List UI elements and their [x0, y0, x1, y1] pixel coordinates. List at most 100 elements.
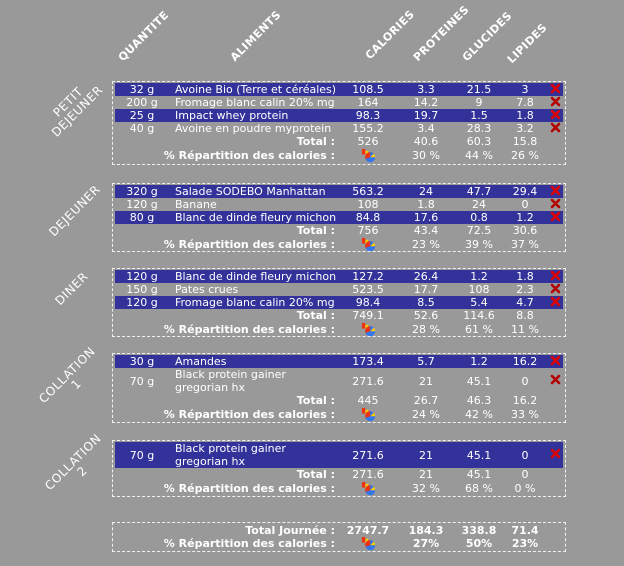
repartition-row: % Répartition des calories : 32 % 68 % 0…: [115, 481, 563, 495]
pie-chart-icon[interactable]: [361, 481, 376, 496]
fats-cell: 16.2: [512, 355, 538, 368]
delete-x-icon[interactable]: [550, 296, 561, 307]
quantity-cell: 70 g: [129, 448, 155, 462]
day-repartition-fats: 23%: [511, 537, 539, 550]
repartition-proteins: 32 %: [412, 481, 440, 495]
fats-cell: 1.8: [516, 109, 534, 122]
food-name-cell: Fromage blanc calin 20% mg: [175, 96, 335, 109]
total-row: Total : 749.1 52.6 114.6 8.8: [115, 309, 563, 322]
food-name-cell: Black protein gainer gregorian hx: [175, 442, 286, 468]
repartition-carbs: 68 %: [465, 481, 493, 495]
day-total-fats: 71.4: [511, 524, 539, 537]
carbs-cell: 45.1: [466, 448, 492, 462]
delete-x-icon[interactable]: [550, 211, 561, 222]
repartition-carbs: 42 %: [465, 407, 493, 421]
delete-x-icon[interactable]: [550, 83, 561, 94]
food-row: 200 g Fromage blanc calin 20% mg 164 14.…: [115, 96, 563, 109]
fats-cell: 7.8: [516, 96, 534, 109]
total-carbs: 72.5: [466, 224, 492, 237]
proteins-cell: 3.3: [417, 83, 435, 96]
quantity-cell: 80 g: [129, 211, 155, 224]
repartition-proteins: 28 %: [412, 322, 440, 336]
proteins-cell: 19.7: [413, 109, 439, 122]
total-carbs: 114.6: [463, 309, 495, 322]
food-name-cell: Blanc de dinde fleury michon: [175, 211, 337, 224]
food-row: 80 g Blanc de dinde fleury michon 84.8 1…: [115, 211, 563, 224]
proteins-cell: 3.4: [417, 122, 435, 135]
total-calories: 271.6: [352, 468, 384, 481]
food-name-cell: Fromage blanc calin 20% mg: [175, 296, 335, 309]
day-total-proteins: 184.3: [408, 524, 444, 537]
repartition-row: % Répartition des calories : 28 % 61 % 1…: [115, 322, 563, 336]
meal-label-diner: DINER: [52, 269, 91, 308]
total-fats: 8.8: [516, 309, 534, 322]
day-repartition-label: % Répartition des calories :: [163, 537, 335, 550]
pie-chart-icon[interactable]: [361, 536, 376, 551]
repartition-proteins: 24 %: [412, 407, 440, 421]
quantity-cell: 200 g: [126, 96, 158, 109]
pie-chart-icon[interactable]: [361, 322, 376, 337]
fats-cell: 29.4: [512, 185, 538, 198]
carbs-cell: 0.8: [470, 211, 488, 224]
proteins-cell: 26.4: [413, 270, 439, 283]
repartition-fats: 37 %: [511, 237, 539, 251]
column-header-calories: CALORIES: [362, 7, 418, 62]
total-proteins: 26.7: [413, 394, 439, 407]
delete-x-icon[interactable]: [550, 283, 561, 294]
fats-cell: 2.3: [516, 283, 534, 296]
meal-label-collation-1: COLLATION 1: [36, 344, 107, 415]
repartition-row: % Répartition des calories : 30 % 44 % 2…: [115, 148, 563, 162]
food-name-cell: Avoine en poudre myprotein: [175, 122, 332, 135]
delete-x-icon[interactable]: [550, 109, 561, 120]
pie-chart-icon[interactable]: [361, 148, 376, 163]
delete-x-icon[interactable]: [550, 374, 561, 385]
fats-cell: 3: [521, 83, 529, 96]
repartition-carbs: 61 %: [465, 322, 493, 336]
proteins-cell: 1.8: [417, 198, 435, 211]
delete-x-icon[interactable]: [550, 96, 561, 107]
carbs-cell: 21.5: [466, 83, 492, 96]
delete-x-icon[interactable]: [550, 355, 561, 366]
delete-x-icon[interactable]: [550, 122, 561, 133]
repartition-row: % Répartition des calories : 23 % 39 % 3…: [115, 237, 563, 251]
total-row: Total : 756 43.4 72.5 30.6: [115, 224, 563, 237]
delete-x-icon[interactable]: [550, 185, 561, 196]
calories-cell: 108: [357, 198, 379, 211]
calories-cell: 271.6: [352, 374, 384, 388]
fats-cell: 4.7: [516, 296, 534, 309]
repartition-proteins: 30 %: [412, 148, 440, 162]
repartition-label: % Répartition des calories :: [163, 322, 335, 336]
total-proteins: 40.6: [413, 135, 439, 148]
column-header-quantity: QUANTITE: [115, 8, 172, 64]
meal-label-line: DINER: [52, 269, 91, 308]
delete-x-icon[interactable]: [550, 198, 561, 209]
section-petit-dejeuner: 32 g Avoine Bio (Terre et céréales) 108.…: [112, 81, 566, 165]
food-name-cell: Amandes: [175, 355, 227, 368]
calories-cell: 563.2: [352, 185, 384, 198]
total-label: Total :: [296, 135, 335, 148]
carbs-cell: 28.3: [466, 122, 492, 135]
repartition-proteins: 23 %: [412, 237, 440, 251]
repartition-carbs: 44 %: [465, 148, 493, 162]
pie-chart-icon[interactable]: [361, 237, 376, 252]
proteins-cell: 5.7: [417, 355, 435, 368]
delete-x-icon[interactable]: [550, 448, 561, 459]
carbs-cell: 9: [475, 96, 483, 109]
total-carbs: 46.3: [466, 394, 492, 407]
section-diner: 120 g Blanc de dinde fleury michon 127.2…: [112, 268, 566, 337]
quantity-cell: 150 g: [126, 283, 158, 296]
calories-cell: 84.8: [355, 211, 381, 224]
food-name-cell: Salade SODEBO Manhattan: [175, 185, 326, 198]
repartition-carbs: 39 %: [465, 237, 493, 251]
calories-cell: 164: [357, 96, 379, 109]
calories-cell: 98.4: [355, 296, 381, 309]
food-name-cell: Black protein gainer gregorian hx: [175, 368, 286, 394]
section-dejeuner: 320 g Salade SODEBO Manhattan 563.2 24 4…: [112, 183, 566, 252]
food-name-cell: Banane: [175, 198, 217, 211]
delete-x-icon[interactable]: [550, 270, 561, 281]
carbs-cell: 45.1: [466, 374, 492, 388]
pie-chart-icon[interactable]: [361, 407, 376, 422]
carbs-cell: 108: [468, 283, 490, 296]
carbs-cell: 1.5: [470, 109, 488, 122]
